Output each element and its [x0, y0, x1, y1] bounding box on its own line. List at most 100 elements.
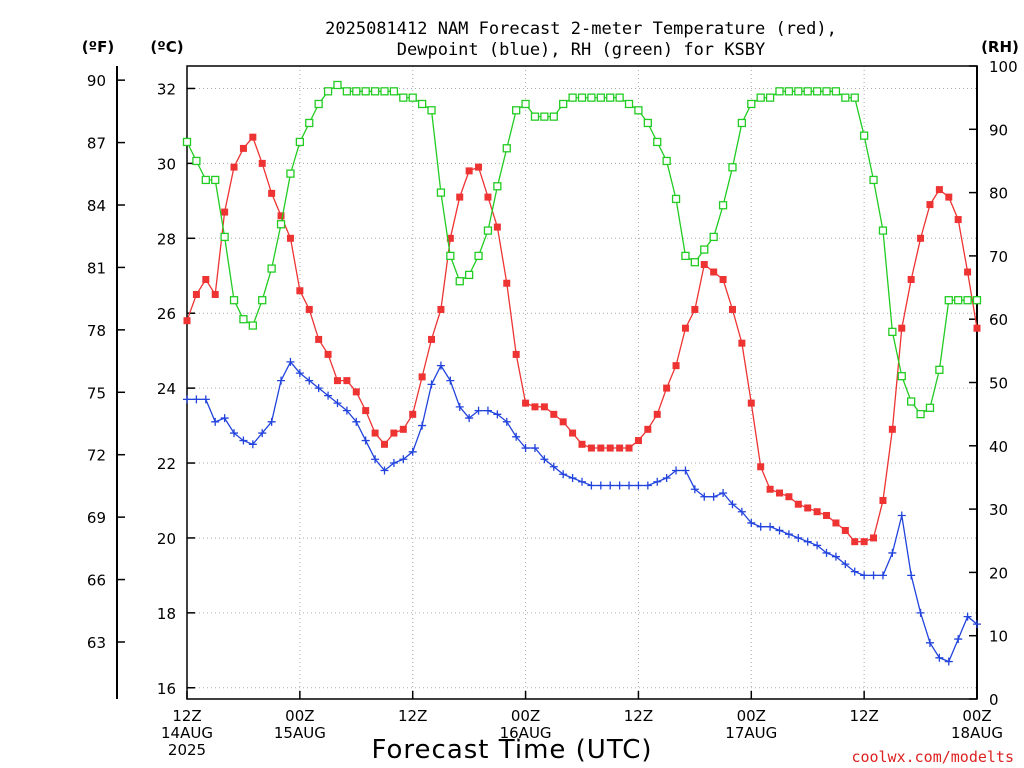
temperature-point	[747, 399, 755, 407]
rh-point	[878, 226, 888, 235]
temperature-point	[503, 279, 511, 287]
temperature-point	[409, 410, 417, 418]
rh-point	[888, 327, 897, 337]
rh-point	[493, 182, 502, 191]
rh-point	[775, 87, 784, 96]
rh-point	[841, 93, 850, 102]
dewpoint-point	[944, 657, 953, 666]
fahrenheit-tick-label: 84	[87, 197, 106, 215]
rh-tick-labels: 0 10 20 30 40 50 60 70 80 90 100	[969, 58, 1018, 709]
rh-point	[794, 87, 803, 96]
temperature-point	[672, 362, 680, 370]
temperature-point	[456, 193, 464, 201]
rh-tick-label: 60	[989, 311, 1008, 329]
rh-point	[549, 112, 558, 121]
rh-point	[925, 403, 935, 412]
dewpoint-point	[549, 462, 558, 471]
time-tick-label: 16AUG	[500, 724, 552, 742]
fahrenheit-tick-label: 72	[87, 447, 106, 465]
rh-point	[709, 232, 718, 242]
dewpoint-point	[662, 474, 671, 483]
temperature-point	[230, 163, 238, 171]
rh-tick-label: 90	[989, 121, 1008, 139]
dewpoint-point	[418, 421, 427, 430]
temperature-point	[888, 425, 896, 433]
temperature-point	[446, 234, 454, 242]
temperature-point	[728, 305, 736, 313]
dewpoint-point	[465, 414, 474, 423]
temperature-point	[738, 339, 746, 347]
rh-point	[427, 106, 436, 115]
time-tick-label: 00Z	[511, 707, 540, 725]
dewpoint-point	[653, 477, 662, 486]
dewpoint-point	[596, 481, 605, 490]
temperature-point	[766, 485, 774, 493]
rh-point	[653, 137, 662, 147]
dewpoint-point	[860, 571, 869, 580]
rh-unit-label: (RH)	[981, 38, 1019, 56]
grid-lines	[187, 66, 977, 699]
dewpoint-point	[540, 455, 549, 464]
temperature-point	[239, 144, 247, 152]
rh-point	[671, 194, 681, 204]
dewpoint-point	[878, 571, 887, 580]
time-tick-label: 12Z	[849, 707, 878, 725]
rh-point	[464, 270, 474, 280]
dewpoint-point	[681, 466, 690, 475]
rh-point	[333, 80, 342, 90]
temperature-point	[578, 440, 586, 448]
temperature-point	[465, 167, 473, 175]
rh-point	[897, 372, 906, 381]
rh-point	[859, 131, 869, 140]
dewpoint-point	[183, 395, 191, 404]
temperature-point	[757, 463, 765, 471]
temperature-point	[606, 444, 614, 452]
fahrenheit-tick-label: 66	[87, 572, 106, 590]
temperature-point	[333, 377, 341, 385]
rh-point	[305, 118, 314, 128]
dewpoint-point	[672, 466, 681, 475]
dewpoint-point	[559, 470, 568, 479]
rh-point	[690, 258, 700, 267]
rh-point	[700, 245, 709, 254]
temperature-point	[587, 444, 595, 452]
rh-point	[935, 365, 944, 374]
rh-point	[201, 175, 210, 185]
temperature-point	[973, 324, 981, 332]
temperature-point	[964, 268, 972, 276]
temperature-point	[804, 504, 812, 512]
rh-tick-label: 80	[989, 185, 1008, 203]
temperature-point	[945, 193, 953, 201]
dewpoint-point	[277, 376, 286, 385]
fahrenheit-tick-label: 63	[87, 634, 106, 652]
dewpoint-point	[305, 376, 314, 385]
dewpoint-point	[690, 485, 699, 494]
time-tick-label: 18AUG	[951, 724, 1003, 742]
temperature-point	[475, 163, 483, 171]
rh-tick-label: 30	[989, 501, 1008, 519]
dewpoint-point	[841, 560, 850, 569]
temperature-point	[870, 534, 878, 542]
rh-point	[972, 296, 982, 305]
dewpoint-point	[869, 571, 878, 580]
credit-text: coolwx.com/modelts	[851, 748, 1014, 766]
celsius-tick-label: 20	[157, 530, 176, 548]
temperature-point	[700, 261, 708, 269]
dewpoint-point	[615, 481, 624, 490]
dewpoint-point	[719, 488, 728, 497]
rh-point	[963, 296, 972, 305]
dewpoint-point	[436, 361, 445, 370]
dewpoint-point	[342, 406, 351, 415]
temperature-point	[540, 403, 548, 411]
fahrenheit-tick-label: 81	[87, 259, 106, 277]
rh-point	[182, 137, 192, 147]
celsius-tick-label: 16	[157, 680, 176, 698]
rh-point	[568, 93, 577, 102]
dewpoint-point	[587, 481, 596, 490]
dewpoint-point	[756, 522, 765, 531]
dewpoint-point	[907, 571, 916, 580]
rh-point	[352, 87, 361, 96]
time-tick-label: 17AUG	[725, 724, 777, 742]
dewpoint-point	[267, 417, 276, 426]
